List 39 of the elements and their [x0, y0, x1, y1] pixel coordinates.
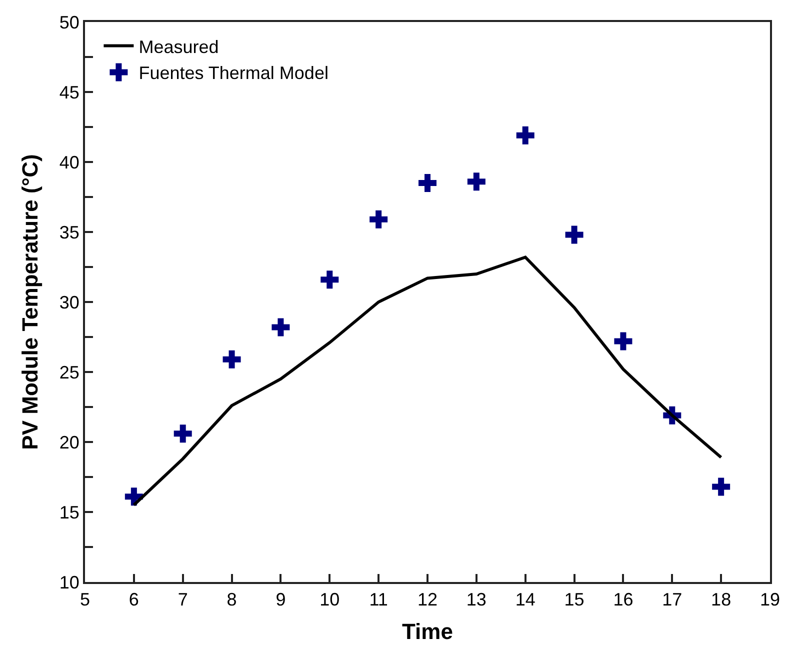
y-tick-label: 45 — [59, 82, 80, 102]
point — [467, 172, 486, 191]
point — [712, 478, 730, 496]
y-tick-label: 40 — [59, 152, 80, 172]
point — [614, 332, 632, 350]
legend-label: Measured — [138, 36, 219, 57]
point — [222, 350, 241, 368]
x-tick-label: 9 — [276, 590, 286, 610]
x-tick-label: 13 — [466, 590, 486, 610]
x-tick-label: 16 — [613, 590, 634, 610]
point — [320, 270, 339, 289]
x-tick-label: 5 — [80, 590, 90, 610]
y-tick-label: 15 — [59, 502, 80, 522]
point — [370, 210, 388, 228]
y-tick-label: 10 — [59, 572, 80, 592]
x-tick-label: 8 — [226, 590, 237, 610]
y-tick-label: 30 — [59, 292, 80, 312]
y-axis-title: PV Module Temperature (°C) — [18, 154, 43, 450]
x-axis-title: Time — [402, 619, 453, 644]
x-tick-label: 15 — [564, 590, 584, 610]
x-tick-label: 18 — [711, 590, 732, 610]
x-tick-label: 19 — [760, 590, 780, 610]
x-tick-label: 11 — [369, 590, 388, 610]
y-tick-label: 50 — [59, 12, 80, 32]
y-tick-label: 20 — [59, 432, 80, 452]
x-tick-label: 6 — [128, 590, 139, 610]
x-tick-label: 10 — [320, 590, 340, 610]
y-tick-label: 25 — [59, 362, 80, 382]
x-tick-label: 17 — [662, 590, 682, 610]
point — [516, 126, 534, 144]
point — [272, 318, 290, 336]
point — [418, 174, 436, 192]
y-tick-label: 35 — [59, 222, 80, 242]
point — [174, 424, 192, 443]
x-tick-label: 12 — [417, 590, 438, 610]
x-tick-label: 14 — [515, 590, 536, 610]
legend-label: Fuentes Thermal Model — [138, 63, 328, 84]
point — [565, 226, 584, 244]
x-tick-label: 7 — [178, 590, 188, 610]
